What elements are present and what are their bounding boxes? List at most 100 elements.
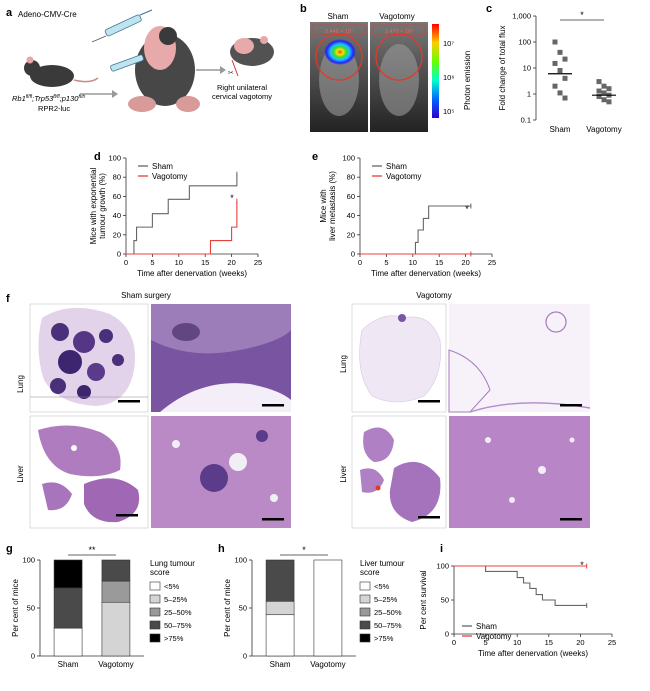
legend-label: Vagotomy xyxy=(152,172,187,181)
vagotomy-bioluminescence-image xyxy=(370,22,428,132)
legend-label: 5–25% xyxy=(164,595,188,604)
mouse-icon xyxy=(24,56,99,87)
x-tick-label: 25 xyxy=(488,258,496,267)
row-label-lung: Lung xyxy=(339,355,348,373)
y-tick-label: 0 xyxy=(117,250,121,259)
y-axis-label: Mice with xyxy=(319,189,328,222)
x-tick-label: 0 xyxy=(452,638,456,647)
legend-swatch xyxy=(359,607,371,617)
y-tick-label: 60 xyxy=(113,192,121,201)
y-tick-label: 40 xyxy=(347,211,355,220)
legend-label: 50–75% xyxy=(374,621,402,630)
y-axis-label: Per cent of mice xyxy=(11,579,20,637)
y-axis-label: Per cent of mice xyxy=(223,579,232,637)
legend-label: 5–25% xyxy=(374,595,398,604)
sham-bioluminescence-image xyxy=(310,22,368,132)
vagotomy-image-title: Vagotomy xyxy=(379,12,414,21)
x-tick-label: 10 xyxy=(409,258,417,267)
injection-mouse-illustration xyxy=(110,26,200,112)
legend-swatch xyxy=(359,581,371,591)
legend-label: >75% xyxy=(164,634,184,643)
y-tick-label: 0 xyxy=(31,652,35,661)
y-tick-label: 100 xyxy=(22,556,35,565)
panel-h-label: h xyxy=(218,543,225,555)
legend-title: score xyxy=(150,568,170,577)
legend-label: >75% xyxy=(374,634,394,643)
data-point xyxy=(596,88,602,94)
y-axis-label: Mice with exponential xyxy=(89,168,98,245)
sham-surgery-title: Sham surgery xyxy=(121,291,171,300)
colorbar-tick: 10⁶ xyxy=(443,73,454,82)
reporter-label: RPR2-luc xyxy=(38,104,70,113)
bar-segment xyxy=(265,600,295,616)
series-line-sham xyxy=(454,565,587,606)
chart-c: c 1,000 100 10 1 0.1 Fold change of total flux… xyxy=(486,3,622,134)
y-tick-label: 40 xyxy=(113,211,121,220)
sham-flux-value: 3.446 × 10⁷ xyxy=(325,28,353,35)
data-point xyxy=(562,75,568,81)
data-point xyxy=(552,60,558,66)
panel-g-label: g xyxy=(6,543,13,555)
panel-f-label: f xyxy=(6,293,10,305)
data-point xyxy=(601,83,607,89)
significance-marker: * xyxy=(580,560,584,570)
data-point xyxy=(557,68,563,74)
y-axis-label: liver metastasis (%) xyxy=(328,171,337,241)
x-category-label: Sham xyxy=(550,125,571,134)
colorbar xyxy=(432,24,439,118)
legend-swatch xyxy=(149,620,161,630)
row-label-liver: Liver xyxy=(339,465,348,483)
x-tick-label: 25 xyxy=(608,638,616,647)
legend-label: Sham xyxy=(476,622,497,631)
vagotomy-lung-low-mag-image xyxy=(351,303,447,413)
chart-e: e 0 20 40 60 80 100 0 5 10 15 20 25 Time after denerv… xyxy=(312,151,496,278)
bar-segment xyxy=(53,627,83,657)
sham-liver-high-mag-image xyxy=(151,416,291,528)
y-tick-label: 0 xyxy=(445,630,449,639)
significance-marker: * xyxy=(302,545,306,555)
x-tick-label: 10 xyxy=(175,258,183,267)
arrowhead-icon xyxy=(220,66,226,74)
y-tick-label: 100 xyxy=(518,38,531,47)
row-label-liver: Liver xyxy=(16,465,25,483)
y-tick-label: 60 xyxy=(347,192,355,201)
bar-segment xyxy=(101,580,131,603)
y-tick-label: 80 xyxy=(113,173,121,182)
data-point xyxy=(562,95,568,101)
procedure-label-line1: Right unilateral xyxy=(217,83,267,92)
y-tick-label: 1 xyxy=(527,90,531,99)
y-axis-label: Per cent survival xyxy=(419,570,428,629)
x-tick-label: 5 xyxy=(150,258,154,267)
arrowhead-icon xyxy=(112,90,118,98)
data-point xyxy=(562,56,568,62)
significance-marker: * xyxy=(580,10,584,20)
y-tick-label: 20 xyxy=(113,230,121,239)
y-axis-label: Fold change of total flux xyxy=(498,26,507,111)
y-tick-label: 20 xyxy=(347,230,355,239)
data-point xyxy=(606,86,612,92)
y-tick-label: 100 xyxy=(436,562,449,571)
legend-swatch xyxy=(149,594,161,604)
vector-label: Adeno-CMV-Cre xyxy=(18,10,77,19)
legend-label: Vagotomy xyxy=(476,632,511,641)
chart-g: g 0 50 100 Per cent of mice Sham Vagotomy ** Lun… xyxy=(6,543,195,669)
y-tick-label: 100 xyxy=(108,154,121,163)
chart-d: d 0 20 40 60 80 100 0 5 10 15 20 25 Time after denerv… xyxy=(89,151,262,278)
legend-swatch xyxy=(359,633,371,643)
legend-title: score xyxy=(360,568,380,577)
legend-label: Vagotomy xyxy=(386,172,421,181)
y-tick-label: 100 xyxy=(342,154,355,163)
data-point xyxy=(596,94,602,100)
x-axis-label: Time after denervation (weeks) xyxy=(478,649,588,658)
series-line-sham xyxy=(360,205,471,255)
x-tick-label: 20 xyxy=(576,638,584,647)
x-axis-label: Time after denervation (weeks) xyxy=(371,269,481,278)
data-point xyxy=(596,79,602,85)
data-point xyxy=(606,99,612,105)
vagotomy-liver-low-mag-image xyxy=(351,415,447,529)
bar-segment xyxy=(265,614,295,657)
y-tick-label: 80 xyxy=(347,173,355,182)
syringe-icon xyxy=(91,9,153,43)
significance-marker: * xyxy=(230,193,234,203)
